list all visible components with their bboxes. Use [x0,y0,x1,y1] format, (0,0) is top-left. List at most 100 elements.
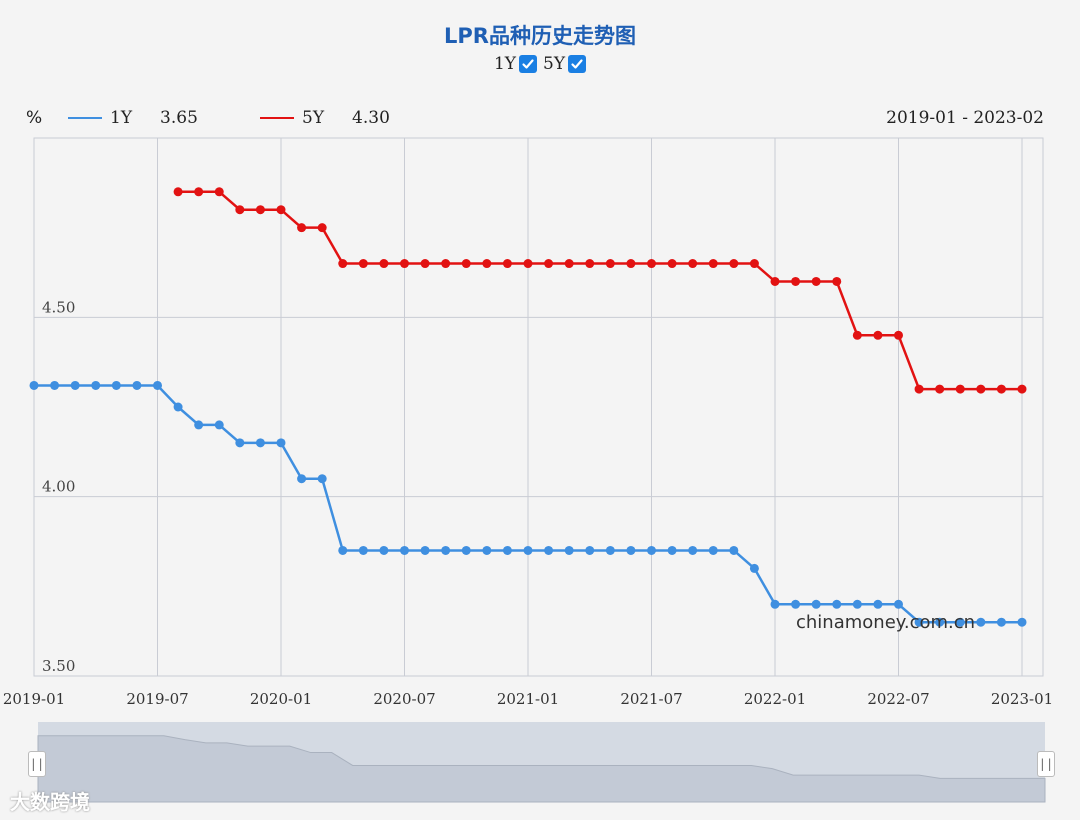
data-point-5y [914,384,924,394]
toggle-5y[interactable]: 5Y [543,54,587,74]
data-point-5y [708,259,718,269]
series-line-5y [178,190,1022,391]
data-point-1y [338,545,348,555]
toggle-5y-label: 5Y [543,54,566,74]
unit-label: % [26,108,43,128]
data-point-5y [1017,384,1027,394]
data-point-1y [996,617,1006,627]
data-point-1y [400,545,409,555]
data-point-1y [647,545,656,555]
checkbox-5y[interactable] [568,55,587,73]
legend-line-1y [68,117,102,119]
data-point-5y [955,384,965,394]
data-point-5y [585,259,595,269]
data-point-5y [935,384,945,394]
data-point-5y [461,259,471,269]
data-point-1y [173,402,183,412]
data-point-1y [894,599,903,609]
data-point-5y [832,276,842,286]
data-point-5y [358,259,368,269]
data-point-1y [461,545,471,555]
data-point-5y [626,259,636,269]
data-point-5y [544,259,554,269]
toggle-1y-label: 1Y [493,54,516,74]
data-point-1y [749,563,759,573]
data-point-5y [276,205,286,215]
legend-item-1y[interactable]: 1Y 3.65 [68,108,198,128]
data-point-1y [523,545,533,555]
legend-value-1y: 3.65 [160,108,198,128]
x-tick-label: 2020-07 [373,690,435,708]
data-point-5y [317,223,327,233]
data-point-5y [297,223,307,233]
x-tick-label: 2021-01 [497,690,559,708]
legend-line-5y [260,117,294,119]
data-point-1y [811,599,821,609]
data-point-1y [914,617,924,627]
data-point-5y [441,259,451,269]
data-point-1y [585,545,595,555]
x-tick-label: 2021-07 [620,690,682,708]
data-point-5y [770,276,780,286]
y-tick-label: 4.00 [42,478,75,496]
data-point-5y [400,259,409,269]
data-point-1y [317,474,327,484]
data-point-5y [523,259,533,269]
legend-item-5y[interactable]: 5Y 4.30 [260,108,390,128]
data-point-5y [194,187,204,197]
data-point-5y [379,259,389,269]
data-point-1y [791,599,801,609]
check-icon [522,59,534,69]
data-point-1y [132,380,142,390]
data-point-5y [564,259,574,269]
series-toggles: 1Y 5Y [0,54,1080,74]
data-point-1y [29,380,39,390]
data-point-1y [235,438,245,448]
watermark: chinamoney.com.cn [796,612,976,633]
data-point-1y [832,599,842,609]
data-point-1y [729,545,739,555]
y-tick-label: 4.50 [42,298,75,316]
data-point-5y [811,276,821,286]
data-point-1y [214,420,224,430]
checkbox-1y[interactable] [519,55,537,73]
brand-watermark: 大数跨境 [10,790,90,814]
data-point-1y [358,545,368,555]
data-point-1y [441,545,451,555]
data-point-5y [255,205,265,215]
x-tick-label: 2022-01 [744,690,806,708]
data-point-5y [173,187,183,197]
data-point-1y [379,545,389,555]
data-point-5y [214,187,224,197]
plot-area [33,137,1044,677]
x-tick-label: 2019-07 [126,690,188,708]
data-point-1y [1017,617,1027,627]
data-point-1y [544,545,554,555]
data-point-5y [647,259,656,269]
data-point-1y [955,617,965,627]
data-point-1y [667,545,677,555]
data-point-1y [276,438,286,448]
data-point-1y [605,545,615,555]
data-point-1y [70,380,80,390]
data-point-5y [502,259,512,269]
data-point-5y [852,330,862,340]
slider-overview-area [37,735,1046,803]
y-tick-label: 3.50 [42,657,75,675]
data-point-1y [194,420,204,430]
data-point-1y [482,545,492,555]
data-point-1y [111,380,121,390]
data-point-5y [338,259,348,269]
x-tick-label: 2023-01 [991,690,1053,708]
date-range: 2019-01 - 2023-02 [886,108,1044,128]
chart-title: LPR品种历史走势图 [444,24,636,48]
toggle-1y[interactable]: 1Y [494,54,537,74]
x-tick-label: 2022-07 [867,690,929,708]
slider-left-handle[interactable]: || [28,751,46,777]
legend-value-5y: 4.30 [352,108,390,128]
slider-right-handle[interactable]: || [1037,751,1055,777]
data-point-5y [605,259,615,269]
x-tick-label: 2019-01 [3,690,65,708]
data-point-1y [873,599,883,609]
data-point-1y [935,617,945,627]
